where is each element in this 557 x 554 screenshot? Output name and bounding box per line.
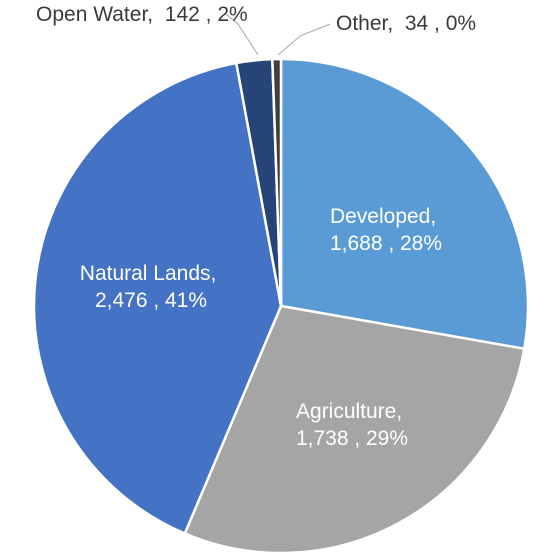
pie-slice-developed (279, 57, 530, 351)
data-label-developed-line1: Developed, (330, 205, 436, 228)
data-label-developed-line2: 1,688 , 28% (330, 232, 442, 255)
pie-slices (32, 57, 530, 554)
data-label-natural-lands-line1: Natural Lands, (80, 262, 217, 285)
data-label-natural-lands: Natural Lands, 2,476 , 41% (80, 262, 222, 312)
leader-lines (225, 13, 331, 56)
data-label-open-water: Open Water, 142 , 2% (36, 3, 248, 26)
data-label-agriculture: Agriculture, 1,738 , 29% (296, 400, 408, 450)
data-label-agriculture-line1: Agriculture, (296, 400, 402, 423)
leader-line-open-water (225, 13, 259, 56)
data-label-other: Other, 34 , 0% (336, 12, 476, 35)
pie-slice-other (271, 57, 283, 308)
data-labels: Developed, 1,688 , 28% Agriculture, 1,73… (36, 3, 476, 450)
pie-slice-natural-lands (32, 61, 283, 535)
leader-line-other (277, 23, 331, 56)
data-label-agriculture-line2: 1,738 , 29% (296, 427, 408, 450)
data-label-developed: Developed, 1,688 , 28% (330, 205, 442, 255)
data-label-natural-lands-line2: 2,476 , 41% (95, 289, 207, 312)
pie-slice-agriculture (183, 304, 526, 554)
